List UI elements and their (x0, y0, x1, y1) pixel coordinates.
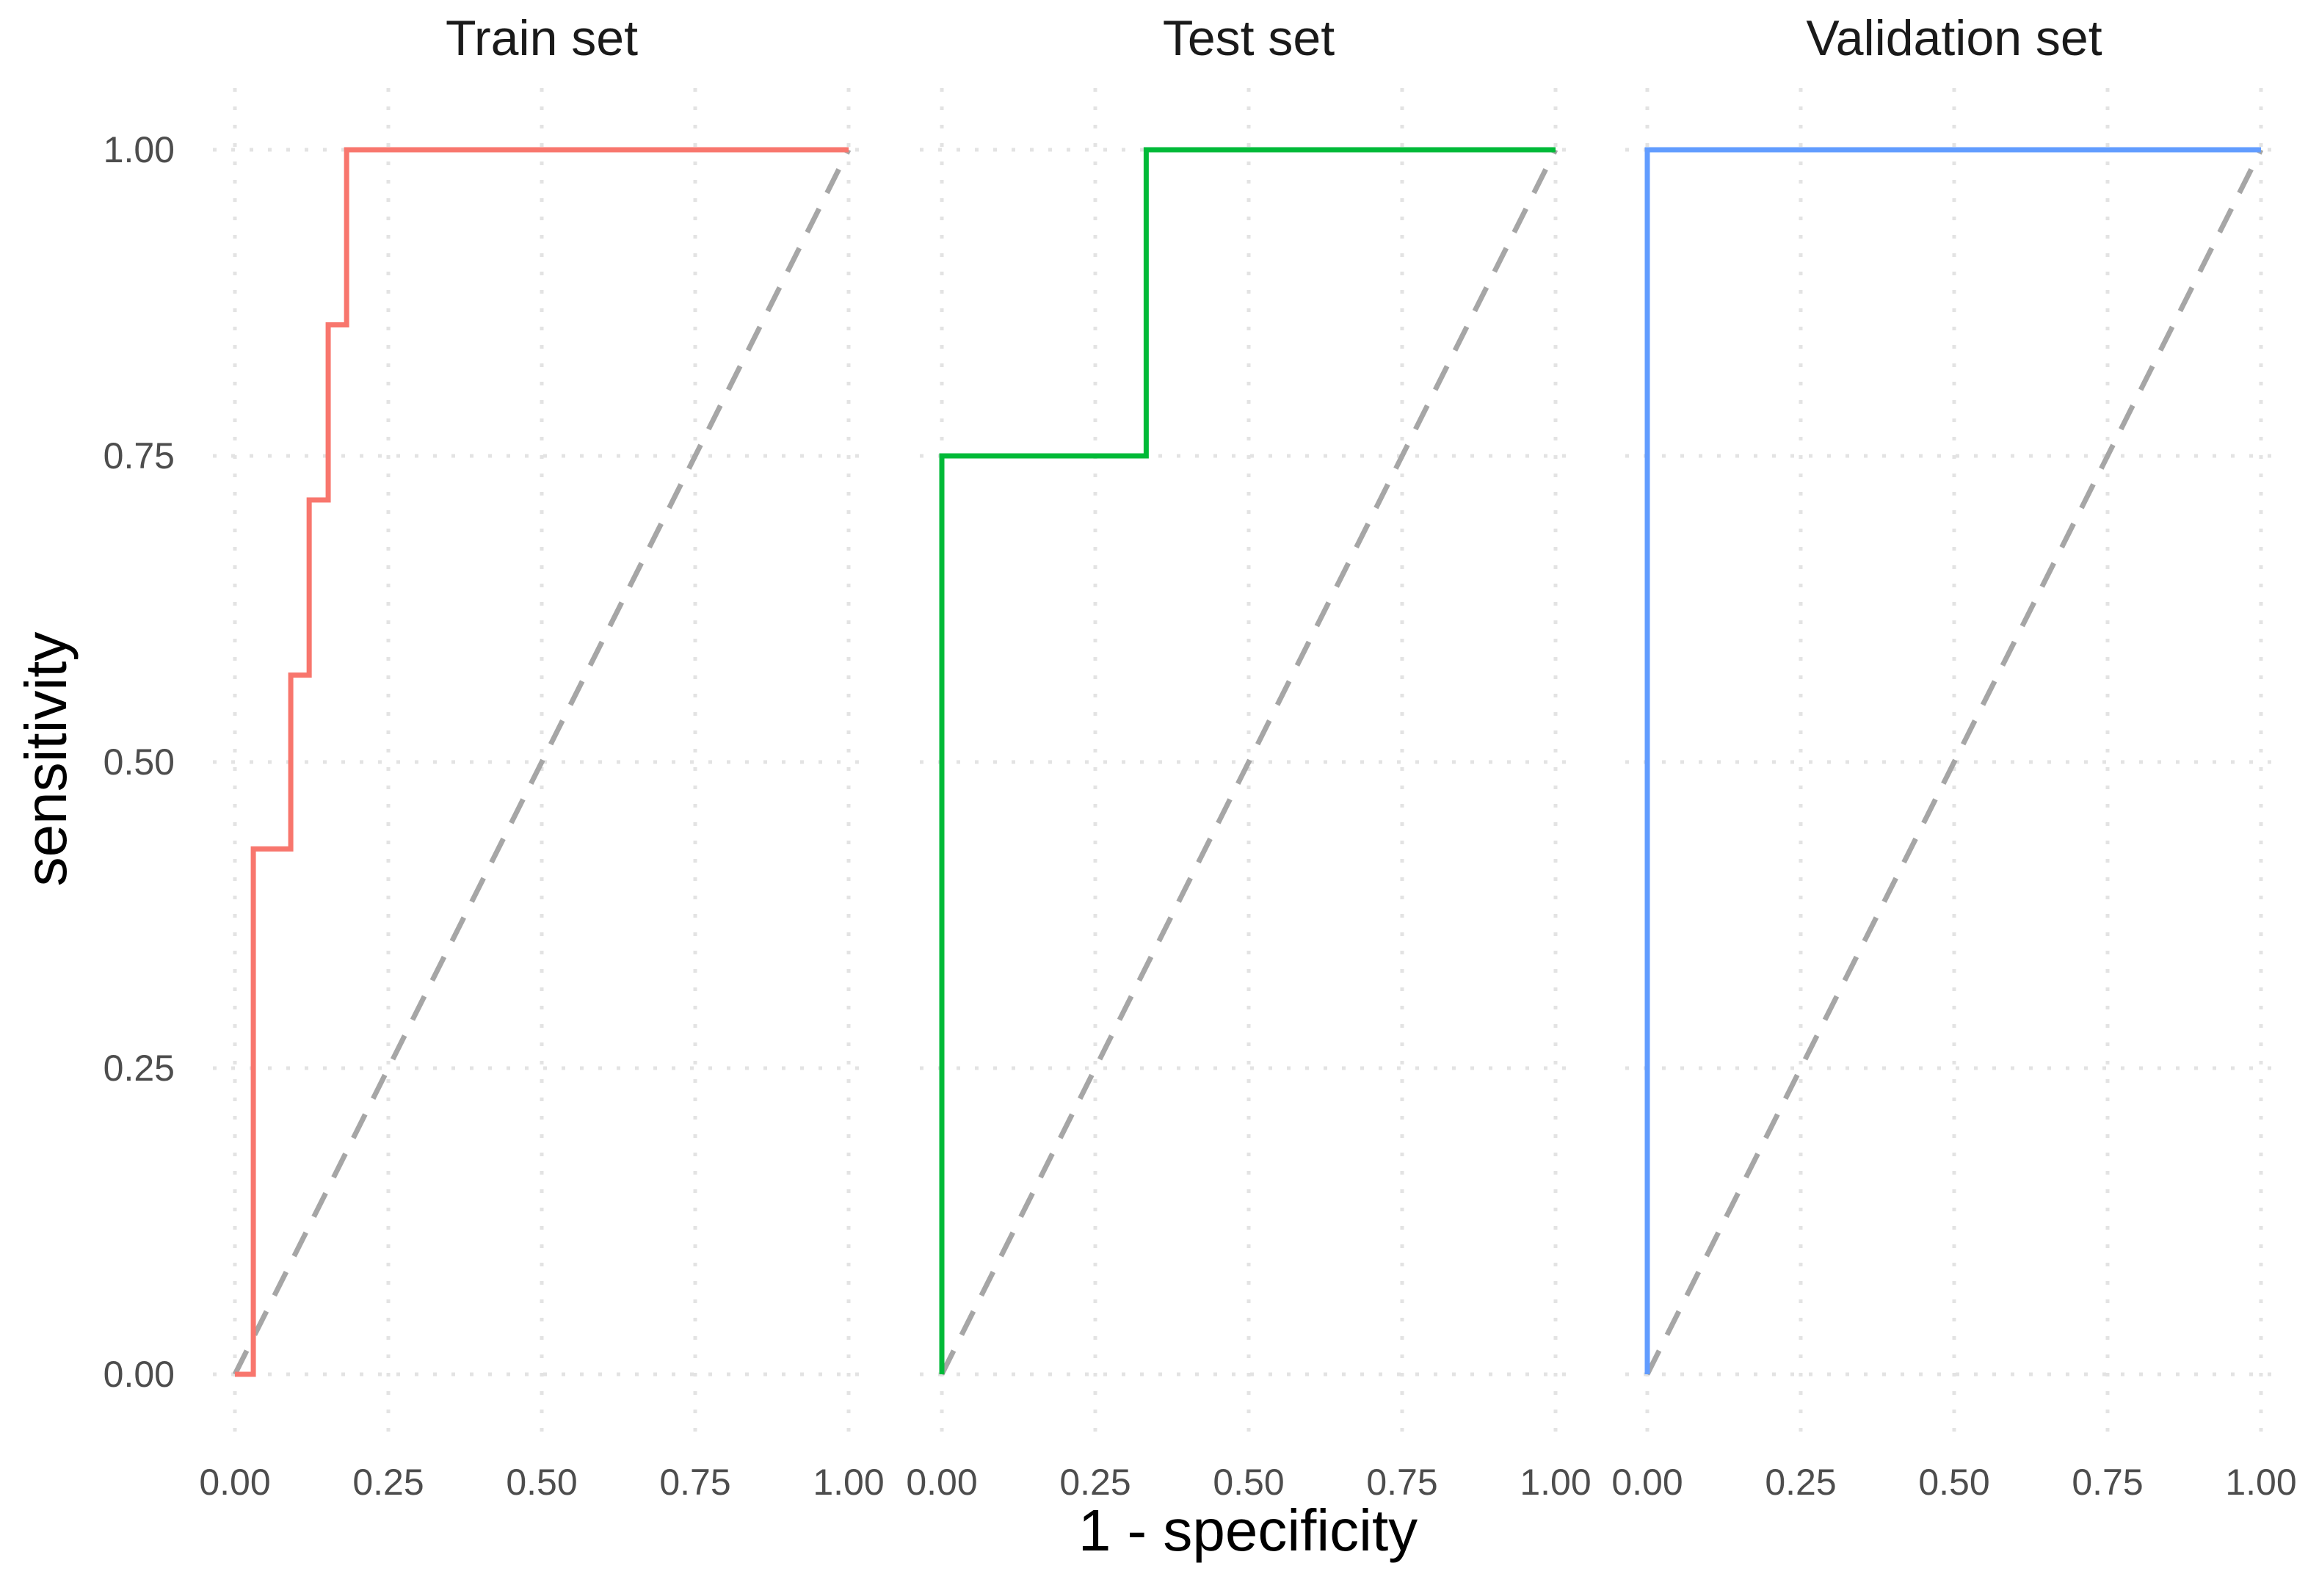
validation-set-reference-line (1644, 148, 2264, 1376)
train-set-reference-line (232, 148, 852, 1376)
train-set-x-tick-label: 0.75 (659, 1462, 730, 1503)
validation-set-roc-curve (1644, 147, 2261, 1374)
y-tick-label: 0.25 (104, 1048, 175, 1089)
y-tick-label: 0.50 (104, 741, 175, 783)
test-set-x-tick-label: 0.50 (1213, 1462, 1284, 1503)
train-set-panel-title: Train set (446, 10, 638, 66)
test-set-roc-curve (939, 147, 1556, 1374)
train-set-x-tick-label: 1.00 (813, 1462, 884, 1503)
validation-set-x-tick-label: 0.00 (1611, 1462, 1683, 1503)
test-set-panel-title: Test set (1163, 10, 1335, 66)
y-axis-title: sensitivity (13, 632, 79, 887)
roc-curve-layer (235, 147, 2261, 1377)
train-set-x-tick-label: 0.25 (352, 1462, 424, 1503)
test-set-x-tick-label: 0.00 (906, 1462, 977, 1503)
validation-set-panel-title: Validation set (1806, 10, 2102, 66)
y-tick-label: 0.75 (104, 435, 175, 476)
y-tick-label: 0.00 (104, 1354, 175, 1395)
y-tick-label: 1.00 (104, 129, 175, 170)
test-set-x-tick-label: 0.25 (1059, 1462, 1131, 1503)
train-set-x-tick-label: 0.00 (199, 1462, 270, 1503)
validation-set-x-tick-label: 0.75 (2072, 1462, 2143, 1503)
x-axis-title: 1 - specificity (1078, 1498, 1418, 1563)
label-layer: Train set 0.00 0.25 0.50 0.75 1.00 Test set 0.0… (104, 10, 2297, 1503)
train-set-x-tick-label: 0.50 (506, 1462, 577, 1503)
train-set-roc-curve (235, 147, 849, 1377)
test-set-x-tick-label: 1.00 (1520, 1462, 1591, 1503)
reference-line-layer (232, 148, 2264, 1376)
validation-set-x-tick-label: 1.00 (2225, 1462, 2296, 1503)
validation-set-x-tick-label: 0.25 (1765, 1462, 1836, 1503)
test-set-x-tick-label: 0.75 (1366, 1462, 1437, 1503)
validation-set-x-tick-label: 0.50 (1918, 1462, 1989, 1503)
test-set-reference-line (939, 148, 1558, 1376)
